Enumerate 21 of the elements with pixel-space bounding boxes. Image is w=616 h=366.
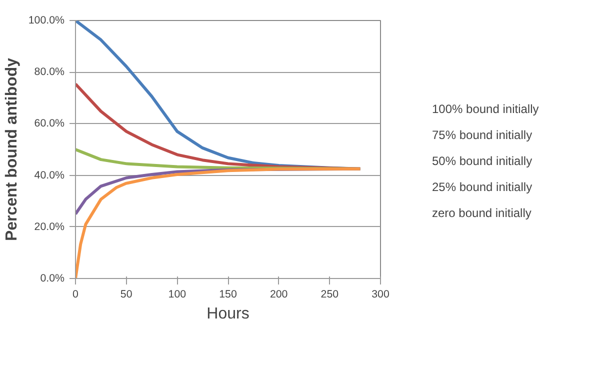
x-tick-label: 0: [72, 288, 79, 300]
x-tick-label: 150: [219, 288, 237, 300]
y-tick-label: 40.0%: [34, 169, 66, 182]
x-tick-label: 100: [168, 288, 186, 300]
x-tick-label: 50: [120, 288, 132, 300]
x-tick-label: 250: [320, 288, 339, 300]
x-tick-label: 300: [372, 288, 390, 300]
text: 100% bound initially: [432, 102, 539, 116]
x-axis-title: Hours: [206, 306, 250, 322]
y-tick-label: 0.0%: [40, 272, 66, 284]
y-tick-label: 100.0%: [28, 14, 66, 26]
text: 75% bound initially: [432, 128, 532, 142]
text: 25% bound initially: [432, 180, 532, 194]
y-tick-label: 60.0%: [34, 118, 66, 130]
y-tick-label: 20.0%: [34, 220, 66, 233]
x-tick-label: 200: [270, 288, 288, 300]
text: 50% bound initially: [432, 154, 532, 168]
y-tick-label: 80.0%: [34, 66, 66, 78]
y-axis-title: Percent bound antibody: [3, 58, 20, 242]
text: zero bound initially: [432, 206, 532, 220]
line-series: [76, 167, 362, 278]
